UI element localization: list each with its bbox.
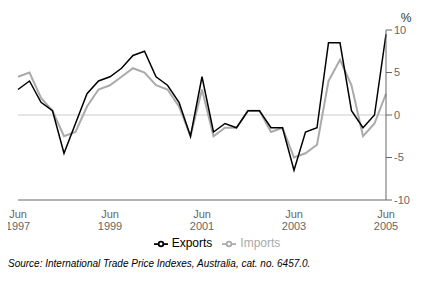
- html-text:Imports: Imports: [240, 236, 281, 250]
- svg-text:5: 5: [394, 66, 400, 78]
- svg-text:10: 10: [394, 24, 406, 36]
- svg-text:Jun1997: Jun1997: [8, 208, 30, 232]
- svg-text:0: 0: [394, 109, 400, 121]
- html-text:Exports: Exports: [171, 236, 213, 250]
- svg-text:-10: -10: [394, 194, 410, 206]
- html-text:Source: International Trade Pr: Source: International Trade Price Indexe…: [8, 258, 311, 269]
- svg-text:-5: -5: [394, 151, 404, 163]
- svg-text:Jun2001: Jun2001: [190, 208, 214, 232]
- svg-text:Jun2005: Jun2005: [374, 208, 398, 232]
- svg-text:Jun2003: Jun2003: [282, 208, 306, 232]
- svg-text:Jun1999: Jun1999: [98, 208, 122, 232]
- svg-text:%: %: [401, 11, 412, 25]
